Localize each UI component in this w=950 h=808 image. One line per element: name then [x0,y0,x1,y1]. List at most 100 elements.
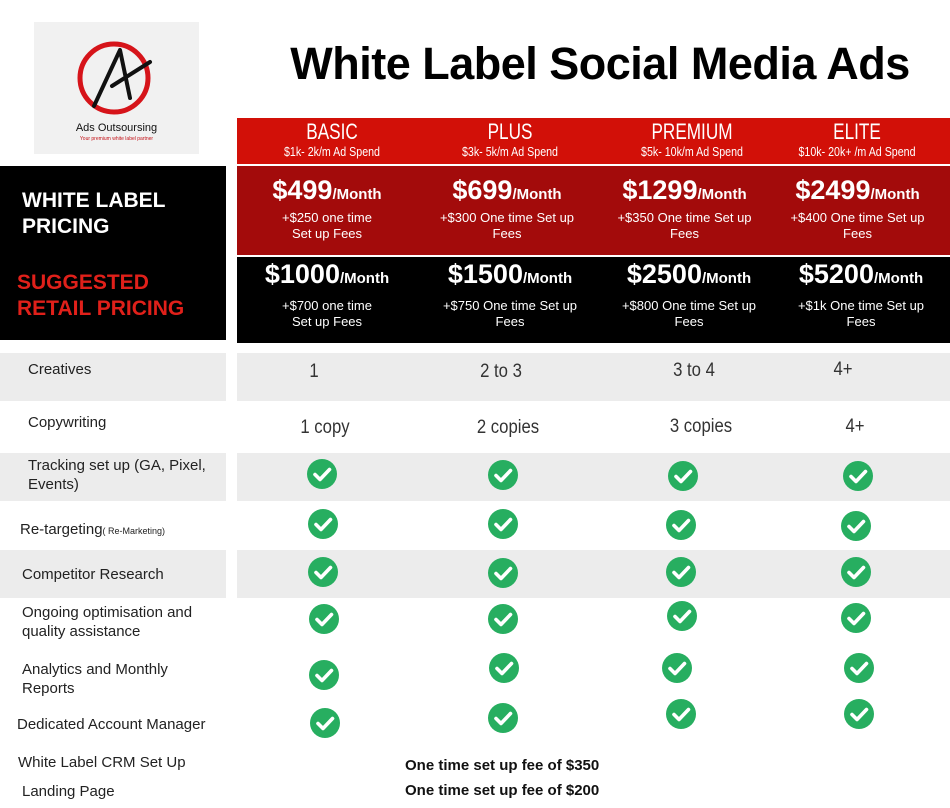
logo-tagline: Your premium white label partner [79,136,154,142]
row-shade [0,353,226,401]
setup-fee: +$750 One time Set up Fees [442,298,578,329]
feature-copywriting: Copywriting [28,414,107,431]
price-value: $699 [452,175,513,205]
check-circle-icon [488,558,518,588]
price-unit: /Month [701,270,752,287]
price-unit: /Month [873,270,924,287]
page-title: White Label Social Media Ads [290,38,910,89]
check-circle-icon [841,557,871,587]
wl-price-premium: $1299/Month +$350 One time Set up Fees [612,175,757,242]
retail-price-row: $1000/Month +$700 one time Set up Fees $… [237,257,950,343]
check-circle-icon [662,653,692,683]
value-copywriting-plus: 2 copies [476,417,540,438]
feature-landing-page: Landing Page [22,783,115,800]
plan-name: PREMIUM [651,119,733,144]
price-unit: /Month [697,186,747,203]
wl-price-plus: $699/Month +$300 One time Set up Fees [432,175,582,242]
plan-spend: $10k- 20k+ /m Ad Spend [798,144,916,159]
feature-tracking: Tracking set up (GA, Pixel, Events) [28,457,206,493]
retail-price-elite: $5200/Month +$1k One time Set up Fees [785,259,937,330]
price-unit: /Month [870,186,920,203]
price-value: $2500 [626,259,702,289]
feature-retargeting-label: Re-targeting [20,521,103,538]
price-unit: /Month [522,270,573,287]
pricing-labels: WHITE LABEL PRICING SUGGESTED RETAIL PRI… [0,166,226,340]
white-label-pricing-label: WHITE LABEL PRICING [22,189,166,238]
check-circle-icon [844,699,874,729]
plan-name: ELITE [833,119,881,144]
row-shade [0,453,226,501]
check-circle-icon [488,460,518,490]
setup-fee: +$800 One time Set up Fees [621,298,757,329]
check-circle-icon [307,459,337,489]
value-copywriting-elite: 4+ [845,416,865,437]
setup-fee: +$1k One time Set up Fees [797,298,925,329]
row-shade [237,353,950,401]
price-unit: /Month [339,270,390,287]
value-creatives-elite: 4+ [833,359,853,380]
plan-spend: $1k- 2k/m Ad Spend [283,144,380,159]
suggested-retail-label: SUGGESTED RETAIL PRICING [17,271,185,320]
price-unit: /Month [512,186,562,203]
plan-elite: ELITE $10k- 20k+ /m Ad Spend [782,119,932,160]
check-circle-icon [841,511,871,541]
feature-crm-setup: White Label CRM Set Up [18,754,186,771]
price-unit: /Month [332,186,382,203]
setup-fee: +$400 One time Set up Fees [790,210,925,241]
feature-creatives: Creatives [28,361,92,378]
wl-price-basic: $499/Month +$250 one time Set up Fees [257,175,397,242]
plan-spend: $5k- 10k/m Ad Spend [641,144,743,159]
feature-optimisation: Ongoing optimisation and quality assista… [22,604,193,640]
feature-account-manager: Dedicated Account Manager [17,716,206,733]
price-value: $499 [272,175,333,205]
check-circle-icon [668,461,698,491]
check-circle-icon [841,603,871,633]
price-value: $2499 [795,175,871,205]
landing-page-fee: One time set up fee of $200 [405,782,600,799]
plan-plus: PLUS $3k- 5k/m Ad Spend [450,120,570,160]
check-circle-icon [488,703,518,733]
setup-fee: +$250 one time Set up Fees [282,210,372,241]
crm-setup-fee: One time set up fee of $350 [405,757,600,774]
price-value: $1299 [622,175,698,205]
plan-spend: $3k- 5k/m Ad Spend [461,144,558,159]
check-circle-icon [488,509,518,539]
value-creatives-plus: 2 to 3 [480,361,522,382]
check-circle-icon [667,601,697,631]
white-label-price-row: $499/Month +$250 one time Set up Fees $6… [237,166,950,255]
value-creatives-premium: 3 to 4 [673,360,715,381]
check-circle-icon [489,653,519,683]
value-copywriting-premium: 3 copies [669,416,733,437]
check-circle-icon [488,604,518,634]
row-shade [0,550,226,598]
retail-price-basic: $1000/Month +$700 one time Set up Fees [252,259,402,330]
setup-fee: +$300 One time Set up Fees [439,210,575,241]
check-circle-icon [308,557,338,587]
check-circle-icon [844,653,874,683]
logo-name: Ads Outsoursing [75,122,158,134]
row-shade [237,550,950,598]
check-circle-icon [666,510,696,540]
feature-retargeting-note: ( Re-Marketing) [102,526,166,536]
check-circle-icon [666,699,696,729]
wl-price-elite: $2499/Month +$400 One time Set up Fees [785,175,930,242]
value-creatives-basic: 1 [309,361,319,382]
check-circle-icon [310,708,340,738]
price-value: $1000 [264,259,340,289]
price-value: $1500 [447,259,523,289]
setup-fee: +$700 one time Set up Fees [282,298,372,329]
plan-name: BASIC [306,119,358,144]
logo: Ads Outsoursing Your premium white label… [34,22,199,154]
check-circle-icon [309,604,339,634]
logo-mark-icon [77,41,152,115]
value-copywriting-basic: 1 copy [300,417,350,438]
retail-price-premium: $2500/Month +$800 One time Set up Fees [613,259,765,330]
check-circle-icon [309,660,339,690]
plan-basic: BASIC $1k- 2k/m Ad Spend [272,119,392,160]
setup-fee: +$350 One time Set up Fees [617,210,752,241]
retail-price-plus: $1500/Month +$750 One time Set up Fees [435,259,585,330]
price-value: $5200 [798,259,874,289]
check-circle-icon [308,509,338,539]
plan-header-row: BASIC $1k- 2k/m Ad Spend PLUS $3k- 5k/m … [237,118,950,164]
feature-analytics: Analytics and Monthly Reports [22,661,168,697]
